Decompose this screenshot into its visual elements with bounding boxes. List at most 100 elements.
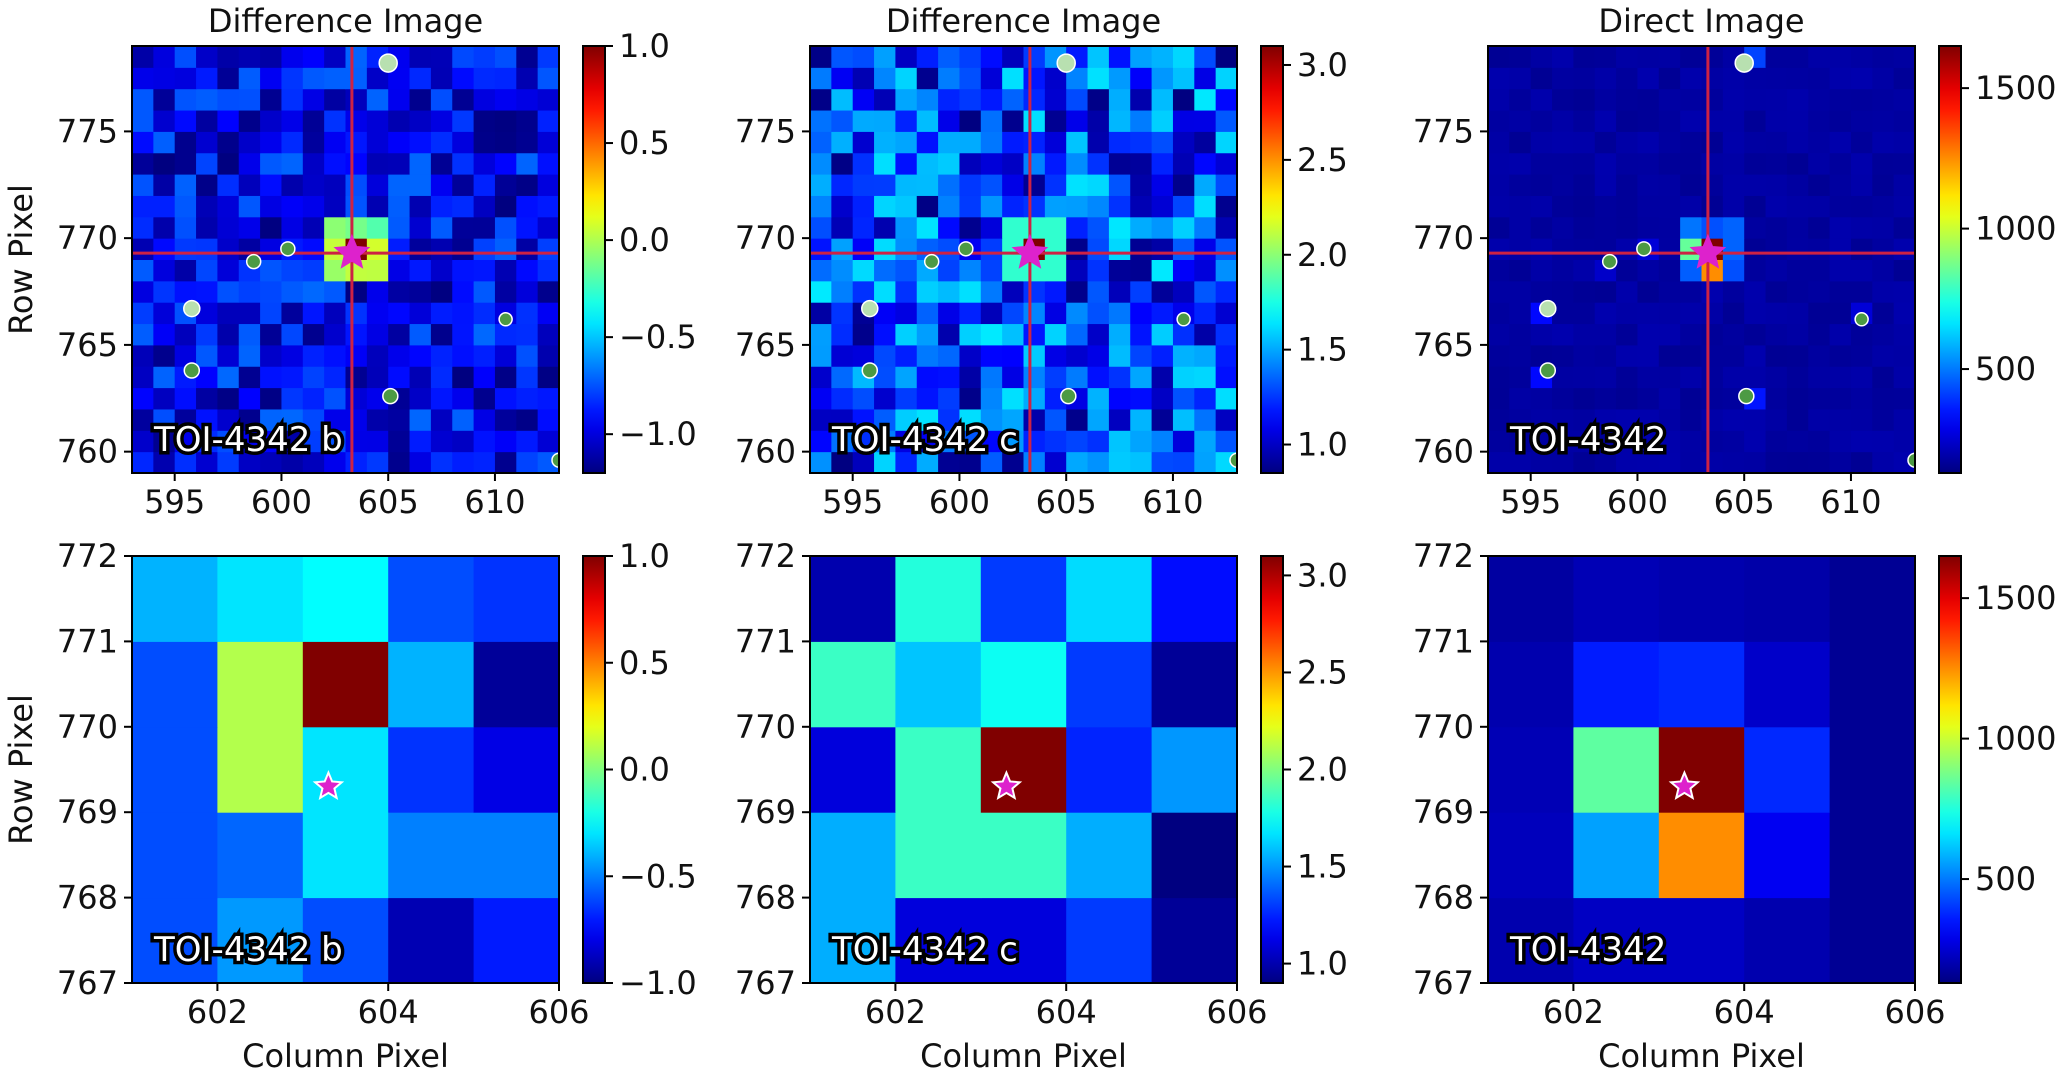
pixel [1786, 46, 1809, 68]
pixel [430, 387, 453, 410]
pixel [1108, 366, 1131, 389]
pixel [1680, 88, 1702, 111]
pixel [852, 344, 875, 367]
pixel [132, 110, 154, 132]
pixel [1130, 302, 1153, 325]
pixel [1680, 323, 1702, 346]
pixel [388, 430, 411, 453]
pixel [1744, 174, 1767, 196]
pixel [1786, 88, 1809, 111]
pixel [1765, 302, 1788, 325]
neighbor-star-marker [1854, 312, 1869, 327]
pixel [366, 131, 389, 154]
pixel [1215, 430, 1237, 453]
pixel [1172, 451, 1195, 473]
pixel [260, 216, 282, 239]
pixel [1552, 430, 1574, 453]
pixel [1023, 195, 1046, 218]
target-star-marker [312, 769, 345, 801]
pixel [1701, 366, 1724, 389]
pixel [516, 152, 539, 175]
pixel [452, 323, 475, 346]
pixel [302, 812, 389, 899]
pixel [1044, 302, 1067, 325]
pixel [196, 344, 218, 367]
pixel [980, 46, 1003, 68]
pixel [174, 131, 197, 154]
pixel [132, 897, 218, 983]
pixel [1850, 238, 1873, 260]
pixel [1765, 451, 1788, 473]
pixel [1658, 280, 1681, 303]
pixel [1002, 67, 1024, 90]
colorbar-tick-label: 3.0 [1297, 556, 1348, 594]
pixel [1829, 67, 1852, 90]
pixel [366, 238, 389, 260]
pixel [1829, 323, 1852, 346]
pixel [302, 408, 325, 431]
y-tick-label: 765 [57, 326, 118, 364]
pixel [980, 216, 1003, 239]
pixel [1850, 451, 1873, 473]
pixel [810, 451, 832, 473]
pixel [430, 451, 453, 473]
pixel [260, 174, 282, 196]
pixel [874, 280, 896, 303]
y-tick-label: 772 [1413, 537, 1474, 575]
pixel [238, 451, 261, 473]
pixel [1509, 259, 1532, 282]
pixel [516, 387, 539, 410]
pixel [1722, 110, 1745, 132]
pixel [1172, 152, 1195, 175]
pixel [1066, 280, 1089, 303]
pixel [537, 152, 559, 175]
pixel [1509, 302, 1532, 325]
pixel [174, 216, 197, 239]
pixel [1002, 451, 1024, 473]
pixel [980, 451, 1003, 473]
pixel [810, 195, 832, 218]
pixel [1637, 280, 1660, 303]
colorbar-tick-label: 1.0 [1297, 945, 1348, 983]
pixel [196, 302, 218, 325]
y-tick-label: 767 [57, 964, 118, 1002]
pixel [1172, 216, 1195, 239]
pixel [409, 280, 432, 303]
pixel [1722, 131, 1745, 154]
pixel [1722, 430, 1745, 453]
pixel [1893, 88, 1915, 111]
x-axis-label: Column Pixel [242, 1037, 449, 1075]
pixel [1215, 174, 1237, 196]
pixel [1108, 195, 1131, 218]
pixel [516, 131, 539, 154]
pixel [1744, 302, 1767, 325]
panel-title: Difference Image [208, 2, 483, 40]
pixel [1151, 152, 1174, 175]
pixel [430, 238, 453, 260]
pixel [1108, 110, 1131, 132]
neighbor-star-marker [1056, 53, 1076, 73]
pixel [153, 131, 176, 154]
pixel [260, 302, 282, 325]
target-label: TOI-4342 [1509, 930, 1666, 970]
pixel [938, 216, 960, 239]
pixel [1130, 46, 1153, 68]
pixel [217, 259, 240, 282]
pixel [388, 67, 411, 90]
pixel [196, 152, 218, 175]
pixel [1194, 88, 1217, 111]
pixel [1637, 430, 1660, 453]
pixel [537, 280, 559, 303]
pixel [1509, 344, 1532, 367]
pixel [810, 259, 832, 282]
colorbar-tick-label: 1.0 [1297, 426, 1348, 464]
pixel [388, 195, 411, 218]
pixel [324, 195, 346, 218]
pixel [831, 174, 854, 196]
pixel [153, 238, 176, 260]
pixel [1594, 152, 1617, 175]
pixel [1701, 387, 1724, 410]
pixel [153, 110, 176, 132]
pixel [1765, 110, 1788, 132]
pixel [1509, 216, 1532, 239]
